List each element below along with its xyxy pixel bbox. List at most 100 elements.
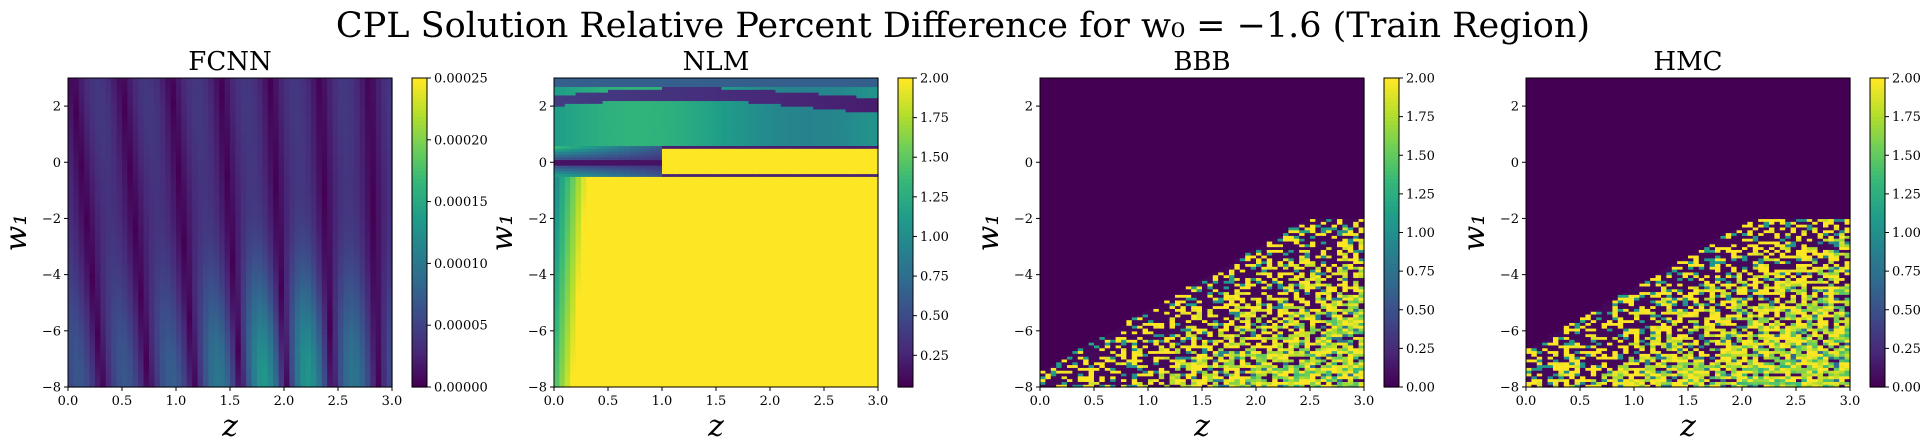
heatmap-cell <box>165 322 172 326</box>
heatmap-cell <box>132 170 139 175</box>
heatmap-cell <box>213 131 220 135</box>
heatmap-cell <box>203 224 209 228</box>
heatmap-cell <box>192 235 199 239</box>
heatmap-cell <box>116 122 123 127</box>
heatmap-cell <box>84 271 91 276</box>
heatmap-cell <box>203 339 209 343</box>
heatmap-cell <box>100 358 107 363</box>
heatmap-cell <box>149 254 155 259</box>
heatmap-cell <box>165 302 172 307</box>
heatmap-cell <box>78 378 85 382</box>
heatmap-cell <box>192 232 199 236</box>
heatmap-cell <box>170 361 177 366</box>
heatmap-cell <box>192 302 199 307</box>
heatmap-cell <box>213 291 220 295</box>
heatmap-cell <box>224 294 231 298</box>
heatmap-cell <box>105 361 112 366</box>
heatmap-cell <box>181 108 188 113</box>
heatmap-cell <box>143 246 150 250</box>
heatmap-cell <box>203 299 209 304</box>
heatmap-cell <box>84 353 91 357</box>
heatmap-cell <box>208 333 215 338</box>
heatmap-cell <box>203 254 209 259</box>
heatmap-cell <box>95 271 101 276</box>
heatmap-cell <box>111 78 118 82</box>
heatmap-cell <box>95 184 101 189</box>
heatmap-cell <box>84 313 91 318</box>
heatmap-cell <box>78 235 85 239</box>
heatmap-cell <box>203 80 209 85</box>
heatmap-cell <box>154 319 161 323</box>
heatmap-cell <box>192 336 199 340</box>
heatmap-cell <box>170 325 177 329</box>
heatmap-cell <box>78 187 85 191</box>
heatmap-cell <box>203 285 209 290</box>
heatmap-cell <box>224 344 231 349</box>
heatmap-cell <box>192 94 199 99</box>
heatmap-cell <box>203 370 209 374</box>
heatmap-cell <box>143 367 150 371</box>
heatmap-cell <box>73 184 80 189</box>
heatmap-cell <box>127 218 134 222</box>
heatmap-cell <box>192 195 199 200</box>
heatmap-cell <box>127 204 134 208</box>
heatmap-cell <box>84 347 91 352</box>
heatmap-cell <box>181 277 188 281</box>
heatmap-cell <box>111 153 118 158</box>
heatmap-cell <box>154 125 161 130</box>
heatmap-cell <box>219 257 226 262</box>
heatmap-cell <box>78 94 85 99</box>
heatmap-cell <box>170 89 177 93</box>
heatmap-cell <box>138 184 145 189</box>
heatmap-cell <box>149 375 155 380</box>
heatmap-cell <box>143 291 150 295</box>
heatmap-cell <box>122 277 128 281</box>
heatmap-cell <box>149 235 155 239</box>
heatmap-cell <box>192 114 199 118</box>
heatmap-cell <box>186 224 193 228</box>
heatmap-cell <box>203 316 209 321</box>
heatmap-cell <box>224 78 231 82</box>
heatmap-cell <box>84 145 91 149</box>
heatmap-cell <box>116 226 123 231</box>
heatmap-cell <box>192 308 199 312</box>
heatmap-cell <box>68 246 74 250</box>
heatmap-cell <box>176 181 182 186</box>
heatmap-cell <box>176 153 182 158</box>
heatmap-cell <box>165 190 172 194</box>
heatmap-cell <box>176 342 182 346</box>
heatmap-cell <box>78 162 85 166</box>
heatmap-cell <box>154 291 161 295</box>
heatmap-cell <box>219 280 226 284</box>
heatmap-cell <box>149 367 155 371</box>
heatmap-cell <box>170 139 177 144</box>
heatmap-cell <box>203 198 209 203</box>
heatmap-cell <box>159 235 166 239</box>
heatmap-cell <box>100 162 107 166</box>
heatmap-cell <box>213 215 220 220</box>
heatmap-cell <box>127 266 134 270</box>
heatmap-cell <box>138 94 145 99</box>
heatmap-cell <box>154 162 161 166</box>
heatmap-cell <box>100 367 107 371</box>
heatmap-cell <box>170 375 177 380</box>
heatmap-cell <box>78 224 85 228</box>
heatmap-cell <box>219 322 226 326</box>
heatmap-cell <box>68 325 74 329</box>
heatmap-cell <box>111 311 118 315</box>
heatmap-cell <box>138 92 145 96</box>
heatmap-cell <box>89 361 96 366</box>
heatmap-cell <box>170 235 177 239</box>
heatmap-cell <box>127 313 134 318</box>
heatmap-cell <box>95 165 101 169</box>
heatmap-cell <box>89 187 96 191</box>
heatmap-cell <box>84 277 91 281</box>
heatmap-cell <box>213 358 220 363</box>
heatmap-cell <box>122 271 128 276</box>
heatmap-cell <box>208 125 215 130</box>
heatmap-cell <box>73 207 80 211</box>
heatmap-cell <box>105 106 112 110</box>
heatmap-cell <box>181 384 188 388</box>
heatmap-cell <box>203 153 209 158</box>
heatmap-cell <box>170 232 177 236</box>
